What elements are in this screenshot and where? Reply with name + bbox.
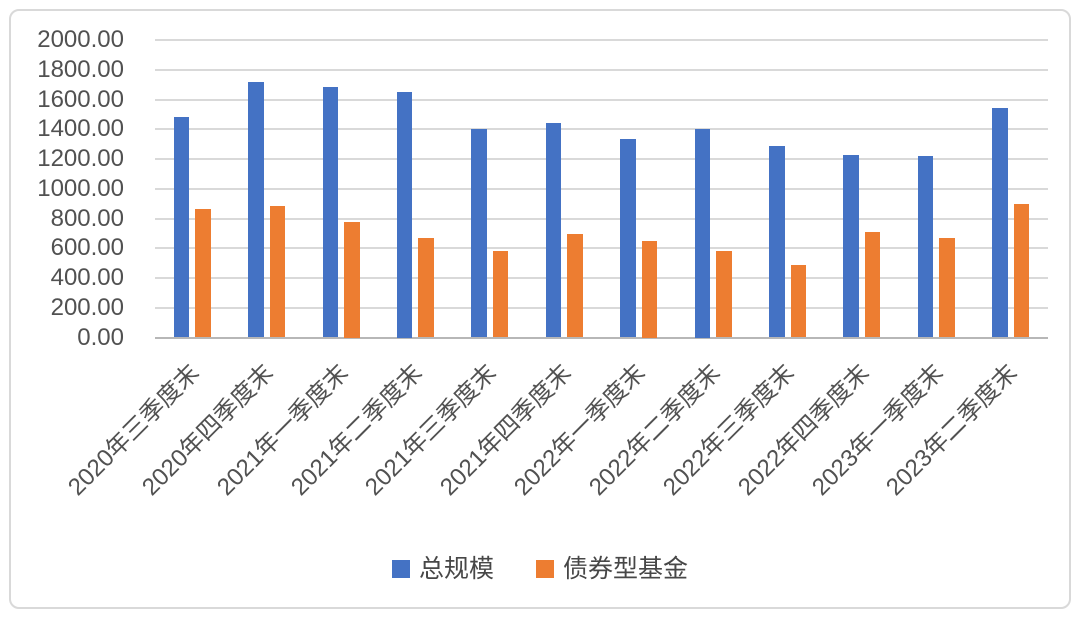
bar-bond <box>1013 204 1030 338</box>
bar-total <box>322 86 339 338</box>
legend-swatch-total <box>391 560 410 578</box>
x-axis-label: 2020年三季度末 <box>62 359 205 501</box>
bar-bond <box>790 264 807 338</box>
bar-total <box>620 138 636 338</box>
legend-swatch-bond <box>536 560 554 578</box>
x-axis-line <box>155 336 1048 339</box>
bar-total <box>396 92 413 338</box>
y-axis-label: 1000.00 <box>37 174 124 202</box>
bar-bond <box>344 222 360 338</box>
x-axis-label: 2022年二季度末 <box>583 359 726 501</box>
y-axis-label: 600.00 <box>50 234 124 262</box>
x-axis-label: 2021年二季度末 <box>286 359 428 501</box>
bar-bond <box>641 240 658 338</box>
bar-total <box>173 117 190 338</box>
legend-item-bond: 债券型基金 <box>536 554 689 583</box>
gridline <box>155 306 1048 309</box>
legend: 总规模 债券型基金 <box>0 549 1080 589</box>
bar-bond <box>716 251 732 338</box>
bar-bond <box>492 251 509 338</box>
bar-total <box>248 82 264 338</box>
bar-bond <box>269 205 286 338</box>
bar-total <box>545 122 562 338</box>
legend-label-total: 总规模 <box>418 554 494 583</box>
y-axis-label: 1400.00 <box>37 115 124 143</box>
y-axis-label: 1600.00 <box>37 85 124 113</box>
x-axis-label: 2023年一季度末 <box>807 359 949 501</box>
x-axis-label: 2021年四季度末 <box>434 359 577 501</box>
bar-total <box>471 128 487 338</box>
legend-item-total: 总规模 <box>391 554 494 583</box>
bar-bond <box>195 208 211 338</box>
bar-bond <box>418 237 434 338</box>
gridline <box>155 68 1048 71</box>
x-axis-label: 2023年二季度末 <box>881 359 1024 501</box>
bar-total <box>843 154 859 338</box>
gridline <box>155 277 1048 279</box>
y-axis-label: 2000.00 <box>37 26 124 53</box>
x-axis-label: 2022年一季度末 <box>509 359 652 501</box>
y-axis-label: 1200.00 <box>37 145 124 172</box>
bar-bond <box>939 237 955 338</box>
bar-total <box>694 129 711 338</box>
gridline <box>155 217 1048 220</box>
gridline <box>155 128 1048 131</box>
bar-bond <box>567 234 583 338</box>
bar-bond <box>864 231 881 338</box>
bar-total <box>769 146 785 338</box>
gridline <box>155 247 1048 250</box>
x-axis-label: 2022年三季度末 <box>658 359 800 501</box>
x-axis-label: 2021年一季度末 <box>211 359 354 501</box>
y-axis-label: 200.00 <box>50 293 124 321</box>
x-axis-label: 2021年三季度末 <box>360 359 503 501</box>
y-axis-label: 400.00 <box>50 264 124 291</box>
bar-total <box>917 156 934 338</box>
gridline <box>155 39 1048 41</box>
y-axis-label: 1800.00 <box>37 55 124 83</box>
x-axis-label: 2020年四季度末 <box>137 359 280 501</box>
x-axis-label: 2022年四季度末 <box>732 359 875 501</box>
y-axis-label: 800.00 <box>50 204 124 232</box>
bar-total <box>992 107 1008 338</box>
legend-label-bond: 债券型基金 <box>563 554 689 583</box>
gridline <box>155 158 1048 160</box>
gridline <box>155 98 1048 101</box>
y-axis-label: 0.00 <box>77 323 124 351</box>
gridline <box>155 187 1048 190</box>
